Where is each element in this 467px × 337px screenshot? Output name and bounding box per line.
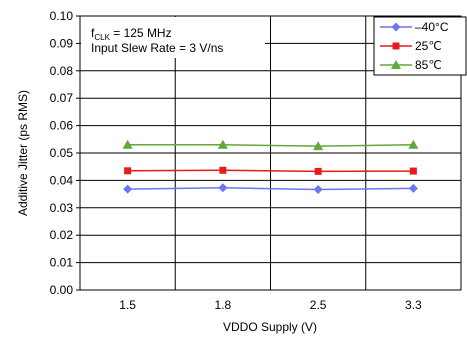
y-axis-label: Additive Jitter (ps RMS) [16,90,30,216]
x-tick-label: 3.3 [405,298,422,312]
data-point [313,184,323,194]
legend-marker [391,22,401,32]
annotation-line-1: fCLK = 125 MHz [91,26,172,42]
y-axis-ticks: 0.00 0.01 0.02 0.03 0.04 0.05 0.06 0.07 0.08 0.09… [50,9,80,297]
legend-label: –40°C [415,20,449,34]
data-point [314,167,322,175]
legend-label: 25℃ [415,39,442,53]
y-tick-label: 0.07 [50,91,74,105]
data-point [122,139,133,149]
series-path [127,187,414,191]
data-point [218,183,228,193]
legend-marker [392,42,400,50]
data-point [408,183,418,193]
series-path [127,169,414,173]
x-tick-label: 1.5 [119,298,136,312]
y-tick-label: 0.09 [50,36,74,50]
x-axis-ticks: 1.5 1.8 2.5 3.3 [119,298,422,312]
annotation-line-2: Input Slew Rate = 3 V/ns [91,41,223,55]
series-group [122,139,419,194]
y-tick-label: 0.10 [50,9,74,23]
x-tick-label: 1.8 [215,298,232,312]
y-tick-label: 0.05 [50,146,74,160]
data-point [219,166,227,174]
y-tick-label: 0.04 [50,173,74,187]
data-point [313,141,324,151]
y-tick-label: 0.06 [50,119,74,133]
y-tick-label: 0.08 [50,64,74,78]
data-point [124,167,132,175]
y-tick-label: 0.01 [50,256,74,270]
series-line [122,139,419,151]
data-point [123,184,133,194]
data-point [217,139,228,149]
series-path [127,144,414,147]
annotation-box [81,17,265,58]
data-point [409,167,417,175]
y-tick-label: 0.02 [50,228,74,242]
x-tick-label: 2.5 [310,298,327,312]
y-tick-label: 0.03 [50,201,74,215]
data-point [408,139,419,149]
legend-marker [391,60,401,69]
series-line [123,183,418,194]
annotation: fCLK = 125 MHz Input Slew Rate = 3 V/ns [81,17,265,58]
legend-label: 85℃ [415,58,442,72]
series-line [124,166,417,175]
grid-lines [80,16,461,290]
y-tick-label: 0.00 [50,283,74,297]
x-axis-label: VDDO Supply (V) [223,320,317,334]
legend: –40°C 25℃ 85℃ [373,16,467,76]
